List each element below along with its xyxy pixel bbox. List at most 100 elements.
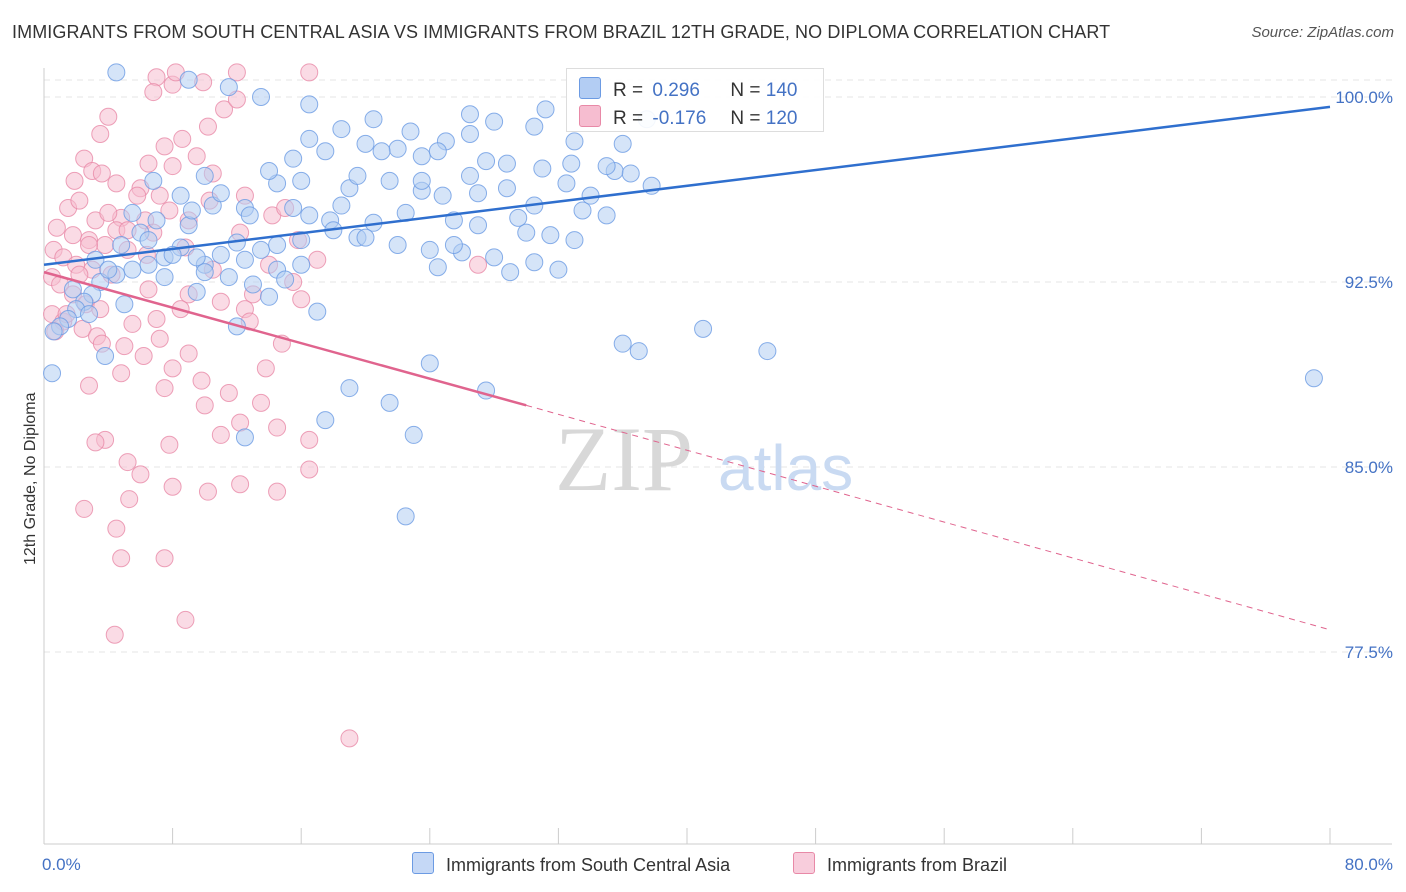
point-south-central-asia (112, 236, 131, 254)
point-brazil (300, 63, 319, 82)
point-brazil (155, 379, 174, 398)
point-brazil (227, 63, 246, 82)
point-brazil (160, 201, 179, 220)
point-brazil (469, 255, 488, 274)
point-brazil (150, 329, 169, 348)
point-south-central-asia (401, 122, 420, 141)
point-brazil (252, 393, 271, 412)
point-south-central-asia (565, 231, 584, 250)
point-south-central-asia (380, 171, 399, 190)
point-south-central-asia (356, 228, 375, 247)
point-south-central-asia (171, 186, 190, 205)
point-brazil (96, 236, 115, 254)
point-brazil (308, 250, 327, 269)
point-south-central-asia (536, 100, 555, 119)
point-south-central-asia (485, 112, 504, 131)
point-south-central-asia (211, 184, 230, 203)
point-south-central-asia (348, 166, 367, 185)
point-south-central-asia (469, 184, 488, 203)
point-south-central-asia (139, 255, 158, 274)
point-brazil (173, 129, 192, 148)
point-south-central-asia (372, 142, 391, 161)
point-south-central-asia (621, 164, 640, 183)
point-south-central-asia (525, 117, 544, 136)
legend-swatch-blue (579, 77, 601, 99)
point-brazil (128, 186, 147, 205)
point-south-central-asia (380, 393, 399, 412)
trendline-brazil-extension (526, 404, 1331, 631)
point-south-central-asia (316, 142, 335, 161)
point-south-central-asia (115, 295, 134, 314)
legend-swatch-blue (412, 852, 434, 874)
point-south-central-asia (460, 125, 479, 143)
point-south-central-asia (549, 260, 568, 279)
point-south-central-asia (469, 216, 488, 235)
point-south-central-asia (316, 411, 335, 430)
point-south-central-asia (195, 263, 214, 282)
point-brazil (150, 186, 169, 205)
legend-item-south-central-asia: Immigrants from South Central Asia (412, 852, 730, 876)
point-south-central-asia (340, 379, 359, 398)
point-south-central-asia (485, 248, 504, 267)
point-south-central-asia (300, 129, 319, 148)
point-south-central-asia (44, 322, 63, 341)
point-south-central-asia (144, 171, 163, 190)
point-brazil (192, 371, 211, 390)
point-south-central-asia (1304, 369, 1323, 388)
point-south-central-asia (147, 211, 166, 230)
point-brazil (198, 117, 217, 136)
point-south-central-asia (308, 302, 327, 321)
point-brazil (99, 203, 118, 222)
point-brazil (219, 384, 238, 402)
point-brazil (91, 125, 110, 143)
point-brazil (300, 460, 319, 479)
point-south-central-asia (694, 319, 713, 338)
point-brazil (160, 435, 179, 454)
r-label: R = (613, 108, 644, 129)
point-south-central-asia (557, 174, 576, 193)
trendline-south-central-asia (43, 105, 1331, 266)
point-south-central-asia (412, 171, 431, 190)
point-brazil (300, 430, 319, 449)
y-tick-label: 85.0% (1345, 458, 1393, 477)
point-brazil (99, 107, 118, 126)
point-brazil (112, 364, 131, 383)
point-south-central-asia (597, 157, 616, 176)
r-value: -0.176 (652, 108, 707, 129)
point-brazil (63, 226, 82, 245)
point-brazil (75, 499, 94, 518)
legend-swatch-pink (579, 105, 601, 127)
point-brazil (211, 425, 230, 444)
point-brazil (147, 68, 166, 87)
point-south-central-asia (541, 226, 560, 245)
n-value: 140 (765, 80, 798, 101)
point-brazil (163, 157, 182, 176)
point-south-central-asia (292, 231, 311, 250)
point-south-central-asia (284, 149, 303, 168)
point-brazil (134, 347, 153, 365)
point-south-central-asia (433, 186, 452, 205)
point-brazil (120, 490, 139, 509)
trendline-brazil (43, 270, 527, 407)
point-brazil (47, 218, 66, 237)
n-label: N = (730, 108, 761, 129)
point-brazil (268, 418, 287, 437)
point-south-central-asia (211, 245, 230, 264)
point-brazil (92, 164, 111, 183)
point-south-central-asia (155, 268, 174, 287)
point-brazil (176, 610, 195, 629)
n-value: 120 (765, 108, 798, 129)
point-south-central-asia (597, 206, 616, 225)
point-south-central-asia (509, 208, 528, 227)
point-south-central-asia (139, 231, 158, 250)
n-label: N = (730, 80, 761, 101)
point-south-central-asia (356, 134, 375, 153)
watermark-atlas: atlas (718, 432, 853, 504)
point-south-central-asia (252, 240, 271, 259)
point-south-central-asia (284, 199, 303, 217)
point-brazil (256, 359, 275, 378)
point-south-central-asia (412, 147, 431, 166)
point-south-central-asia (428, 258, 447, 277)
point-south-central-asia (562, 154, 581, 173)
